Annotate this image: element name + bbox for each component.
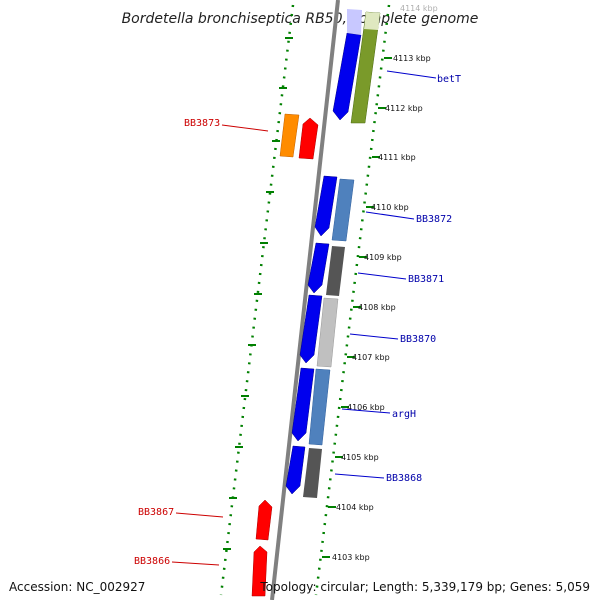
scale-label-4113: 4113 kbp (393, 54, 431, 63)
gene-label-BB3867[interactable]: BB3867 (138, 507, 174, 518)
genome-backbone (270, 0, 340, 600)
reverse-cds (307, 242, 330, 294)
scale-label-4104: 4104 kbp (336, 503, 374, 512)
reverse-cds (285, 445, 306, 495)
scale-label-4107: 4107 kbp (352, 353, 390, 362)
gene-label-BB3868[interactable]: BB3868 (386, 473, 422, 484)
reverse-cds (314, 175, 338, 237)
reverse-cds (291, 367, 315, 442)
scale-label-4112: 4112 kbp (385, 104, 423, 113)
gene-label-argH[interactable]: argH (392, 409, 416, 420)
label-leader (221, 124, 269, 132)
scale-label-4110: 4110 kbp (371, 203, 409, 212)
outer-ruler (314, 4, 391, 596)
gene-block-lightgray (316, 297, 339, 368)
forward-cds (298, 117, 319, 160)
forward-cds (251, 545, 268, 597)
label-leader (357, 272, 407, 280)
gene-block-olive (350, 11, 381, 124)
gene-block-steelblue (331, 178, 355, 242)
gene-label-BB3866[interactable]: BB3866 (134, 556, 170, 567)
map-title: Bordetella bronchiseptica RB50, complete… (122, 11, 479, 27)
label-leader (386, 70, 437, 79)
scale-label-4105: 4105 kbp (341, 453, 379, 462)
gene-block-pale (347, 9, 362, 35)
gene-block-pale-olive (364, 12, 380, 30)
gene-label-BB3873[interactable]: BB3873 (184, 118, 220, 129)
gene-block-darkgray (303, 448, 322, 498)
gene-label-BB3871[interactable]: BB3871 (408, 274, 444, 285)
genome-stats-label: Topology: circular; Length: 5,339,179 bp… (260, 580, 590, 594)
scale-label-4108: 4108 kbp (358, 303, 396, 312)
label-leader (349, 333, 399, 340)
scale-label-4106: 4106 kbp (347, 403, 385, 412)
gene-label-betT[interactable]: betT (437, 74, 461, 85)
label-leader (365, 211, 415, 220)
gene-block-darkgray (326, 246, 345, 296)
scale-label-4111: 4111 kbp (378, 153, 416, 162)
gene-label-BB3870[interactable]: BB3870 (400, 334, 436, 345)
scale-label-4114: 4114 kbp (400, 4, 438, 13)
label-leader (171, 561, 220, 566)
inner-ruler (219, 4, 295, 596)
forward-cds-orange (279, 113, 300, 158)
reverse-cds (299, 294, 323, 364)
scale-label-4109: 4109 kbp (364, 253, 402, 262)
accession-label: Accession: NC_002927 (9, 580, 146, 594)
label-leader (341, 408, 391, 414)
gene-label-BB3872[interactable]: BB3872 (416, 214, 452, 225)
reverse-cds (332, 32, 362, 121)
label-leader (175, 512, 224, 518)
scale-label-4103: 4103 kbp (332, 553, 370, 562)
forward-cds (255, 499, 273, 541)
gene-block-steelblue (308, 368, 331, 446)
label-leader (334, 473, 385, 479)
